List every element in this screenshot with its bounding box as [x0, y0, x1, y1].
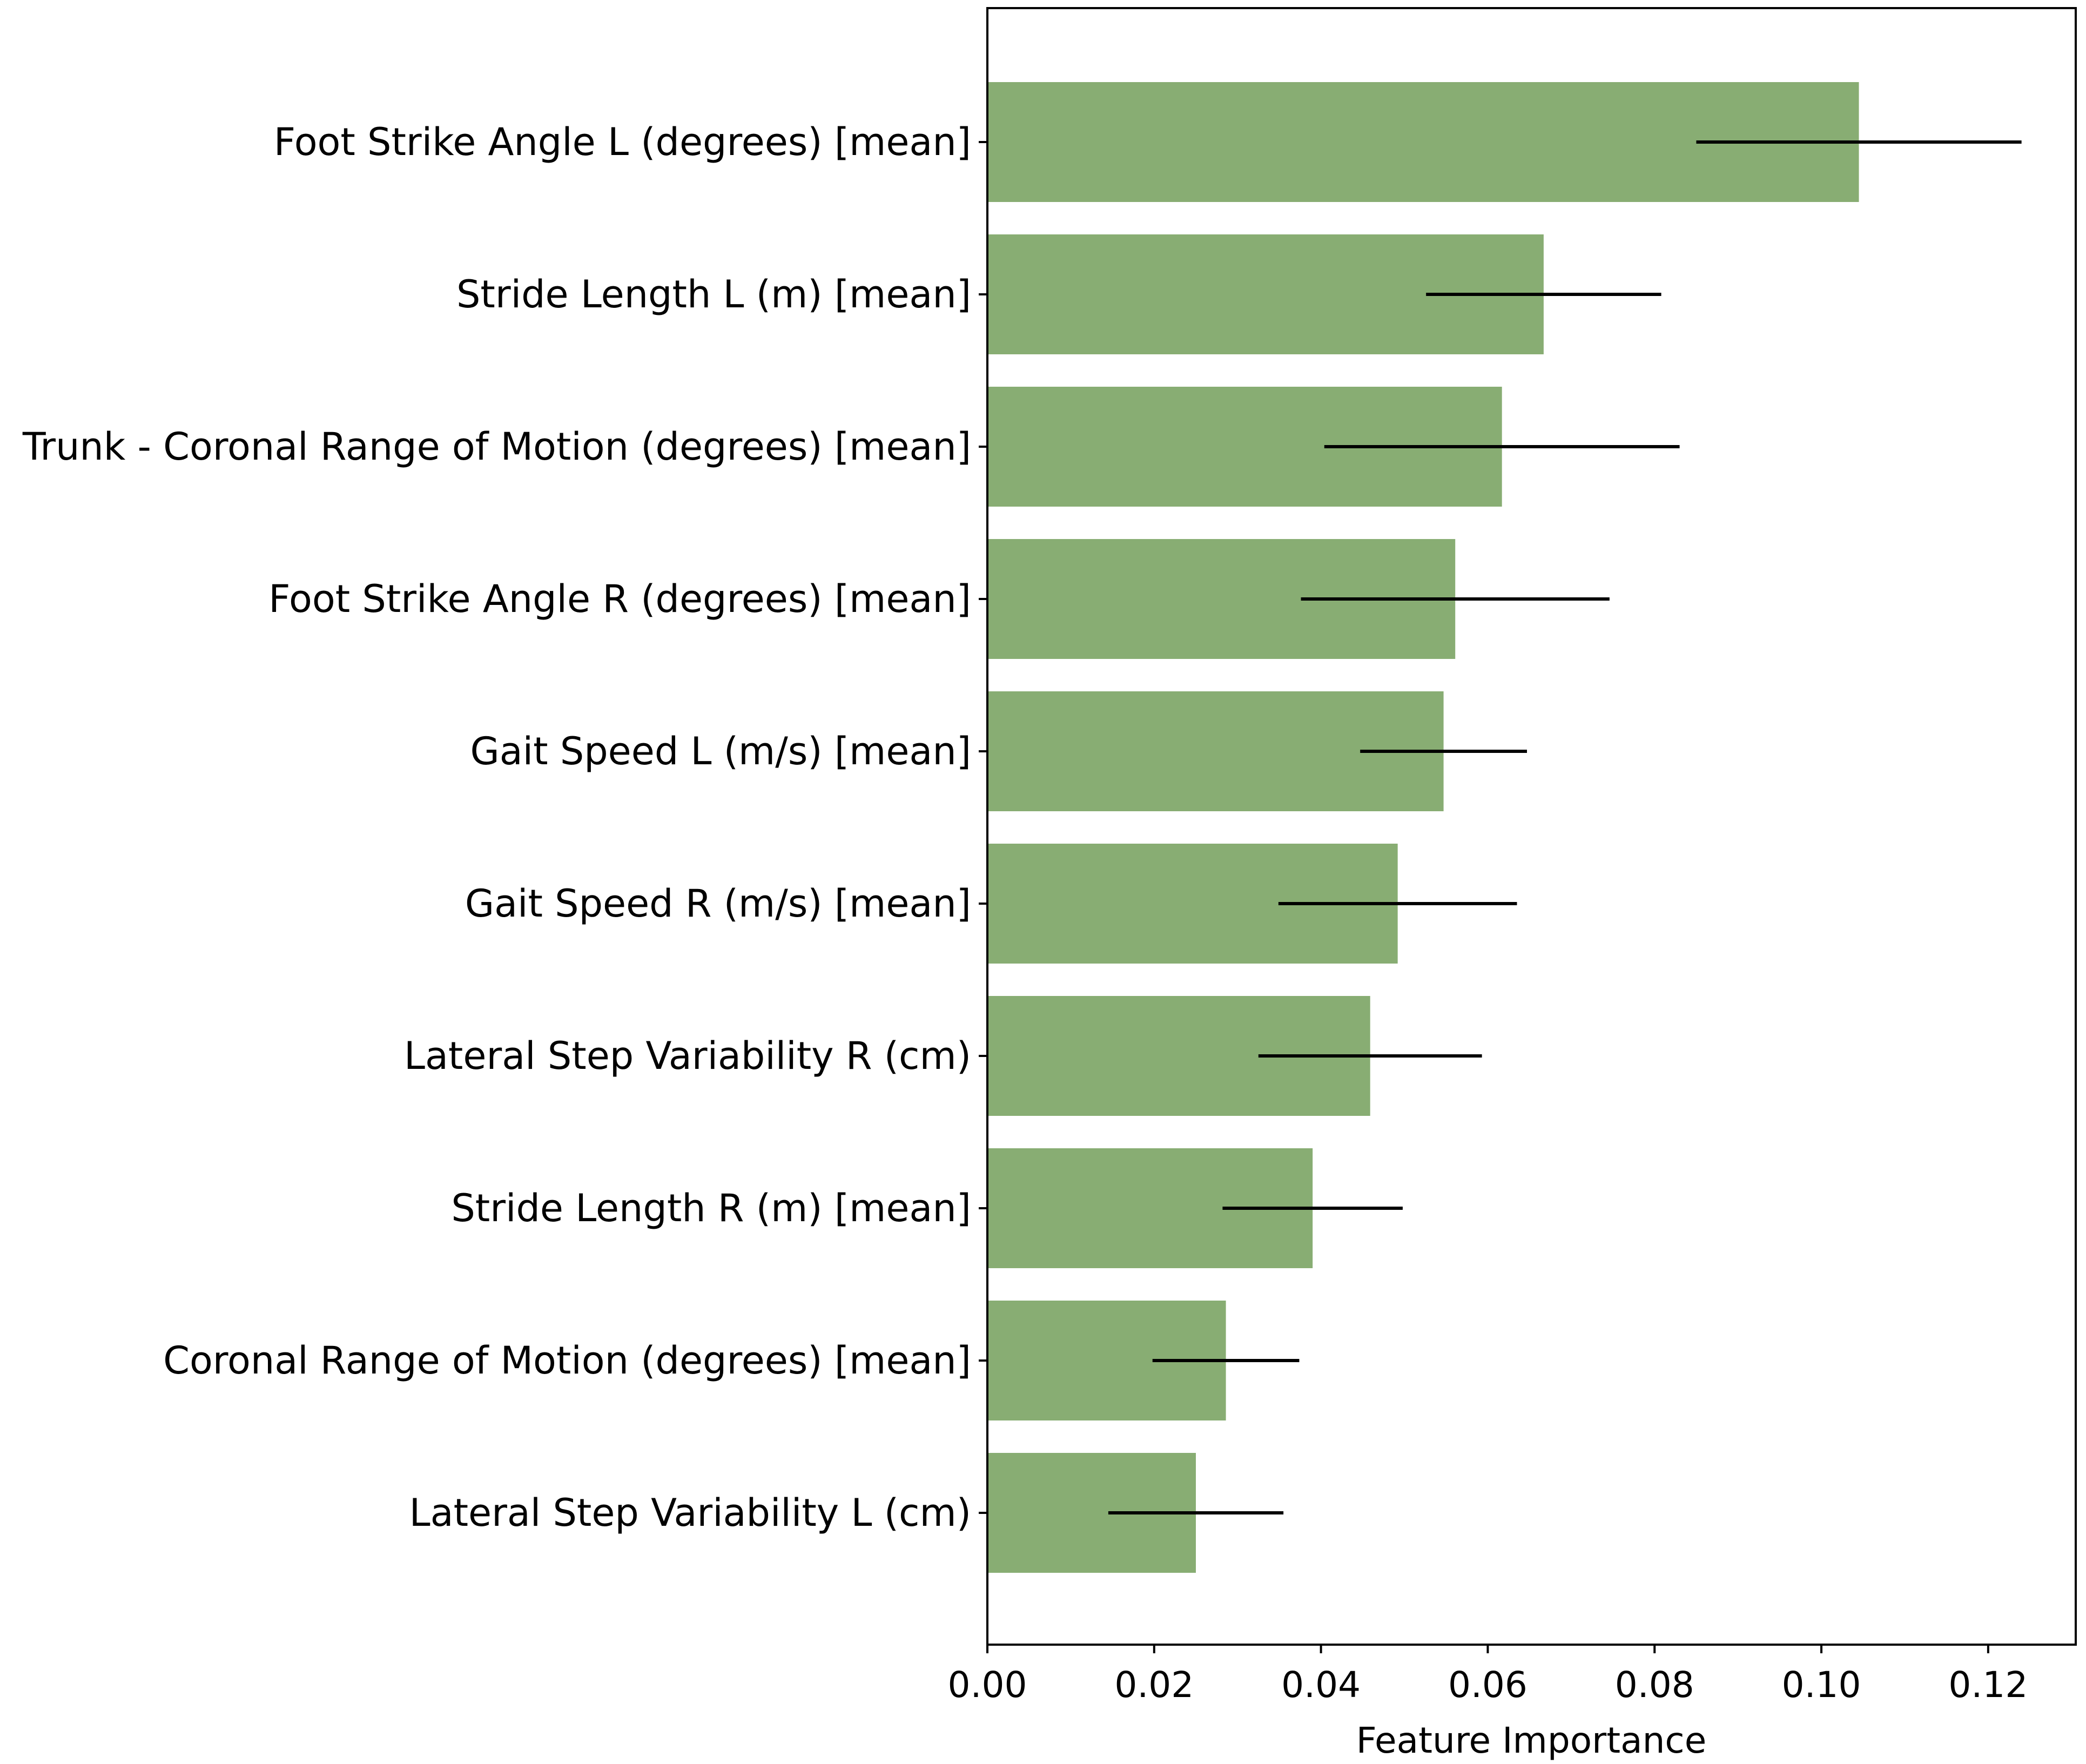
error-bars-layer [1108, 140, 2022, 1514]
x-tick-label: 0.02 [1114, 1664, 1194, 1706]
x-tick-label: 0.06 [1448, 1664, 1528, 1706]
y-tick-label: Foot Strike Angle R (degrees) [mean] [268, 577, 971, 621]
x-tick-label: 0.12 [1948, 1664, 2028, 1706]
y-tick-label: Lateral Step Variability R (cm) [404, 1034, 971, 1078]
plot-frame [986, 7, 2077, 1646]
y-tick-label: Coronal Range of Motion (degrees) [mean] [163, 1338, 971, 1383]
x-tick-label: 0.04 [1281, 1664, 1361, 1706]
y-tick-label: Lateral Step Variability L (cm) [409, 1491, 971, 1535]
y-tick-label: Gait Speed R (m/s) [mean] [465, 881, 971, 926]
y-tick-label: Stride Length L (m) [mean] [456, 272, 971, 317]
bars-layer [987, 82, 1859, 1573]
x-tick-label: 0.10 [1782, 1664, 1861, 1706]
y-tick-label: Foot Strike Angle L (degrees) [mean] [274, 120, 971, 164]
x-tick-label: 0.00 [948, 1664, 1027, 1706]
y-axis: Foot Strike Angle L (degrees) [mean] Stri… [22, 120, 987, 1535]
x-axis-title: Feature Importance [1356, 1720, 1707, 1761]
y-tick-label: Gait Speed L (m/s) [mean] [470, 729, 971, 773]
y-tick-label: Trunk - Coronal Range of Motion (degrees… [22, 425, 971, 469]
x-tick-label: 0.08 [1615, 1664, 1694, 1706]
x-axis: 0.00 0.02 0.04 0.06 0.08 0.10 0.12 [948, 1645, 2028, 1706]
y-tick-label: Stride Length R (m) [mean] [451, 1186, 971, 1230]
